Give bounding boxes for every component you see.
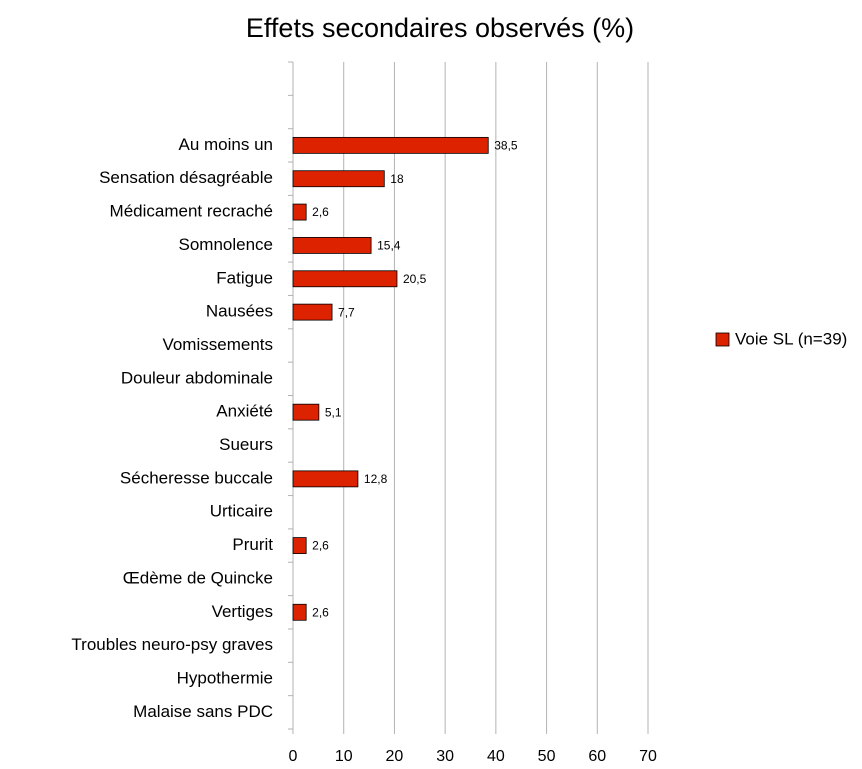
y-tick-label: Troubles neuro-psy graves: [71, 635, 273, 654]
y-tick-label: Urticaire: [210, 502, 273, 521]
x-tick-label: 60: [588, 748, 606, 765]
x-tick-label: 40: [487, 748, 505, 765]
data-label: 7,7: [338, 305, 355, 319]
y-tick-label: Sécheresse buccale: [120, 468, 273, 487]
y-tick-label: Anxiété: [216, 402, 273, 421]
data-label: 2,6: [312, 605, 329, 619]
bar: [292, 170, 385, 188]
y-tick-label: Vertiges: [212, 602, 273, 621]
bar: [292, 237, 372, 254]
y-tick-label: Sensation désagréable: [99, 168, 273, 187]
y-tick-label: Prurit: [232, 535, 273, 554]
y-tick-label: Médicament recraché: [110, 202, 273, 221]
y-tick-label: Au moins un: [179, 135, 274, 154]
bar: [292, 270, 398, 288]
y-tick-label: Hypothermie: [177, 668, 273, 687]
x-tick-label: 20: [386, 748, 404, 765]
y-tick-label: Nausées: [206, 302, 273, 321]
bar: [292, 603, 307, 621]
data-label: 38,5: [494, 139, 518, 153]
y-tick-label: Sueurs: [219, 435, 273, 454]
legend-label: Voie SL (n=39): [735, 329, 847, 348]
legend-swatch: [715, 332, 730, 347]
chart-title: Effets secondaires observés (%): [246, 13, 634, 43]
data-label: 15,4: [377, 239, 401, 253]
y-tick-label: Œdème de Quincke: [123, 568, 273, 587]
data-label: 2,6: [312, 205, 329, 219]
data-label: 5,1: [325, 405, 342, 419]
bar: [292, 403, 320, 421]
data-label: 18: [390, 172, 404, 186]
y-tick-label: Somnolence: [178, 235, 273, 254]
bar: [292, 136, 489, 154]
bar: [292, 470, 359, 488]
x-tick-label: 10: [335, 748, 353, 765]
data-label: 2,6: [312, 539, 329, 553]
bar: [292, 203, 307, 221]
bar: [292, 537, 307, 554]
y-tick-label: Malaise sans PDC: [133, 702, 273, 721]
bar: [292, 303, 333, 321]
x-tick-label: 50: [538, 748, 556, 765]
y-tick-label: Douleur abdominale: [121, 368, 273, 387]
x-tick-label: 70: [639, 748, 657, 765]
data-label: 20,5: [403, 272, 427, 286]
y-tick-label: Vomissements: [162, 335, 273, 354]
data-label: 12,8: [364, 472, 388, 486]
y-tick-label: Fatigue: [216, 268, 273, 287]
x-tick-label: 0: [289, 748, 298, 765]
x-tick-label: 30: [436, 748, 454, 765]
